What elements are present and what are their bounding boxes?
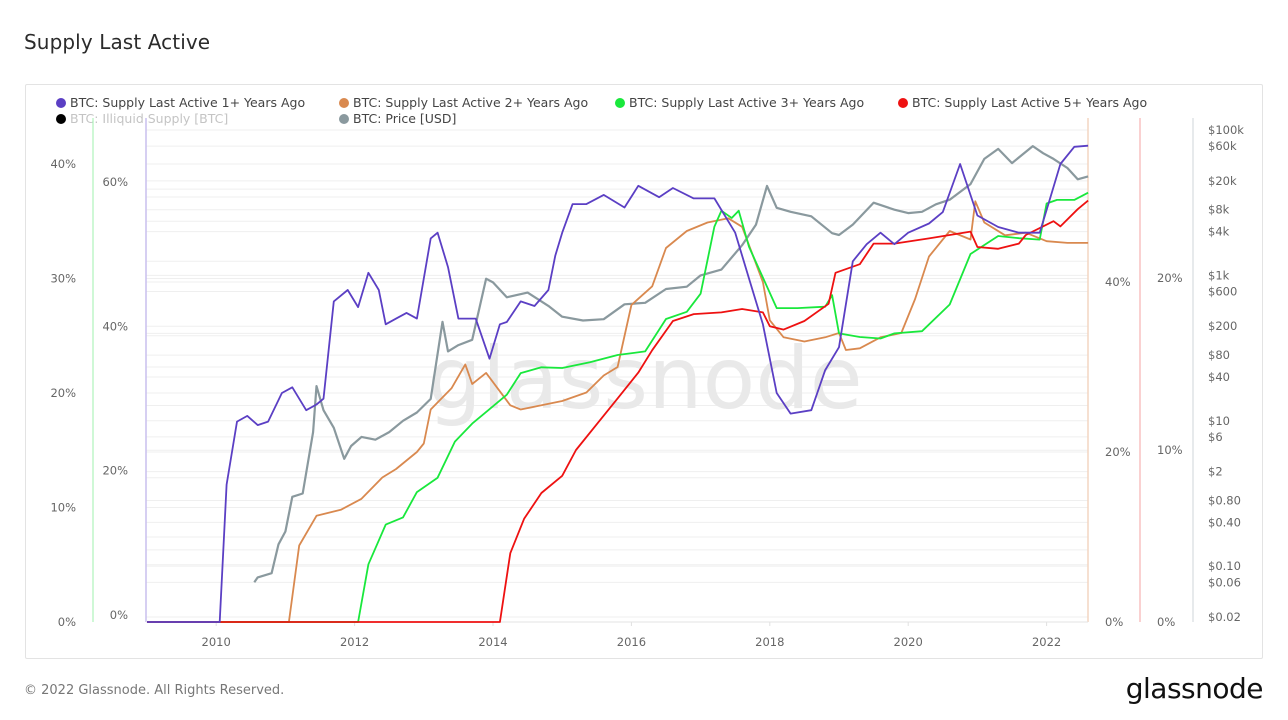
svg-text:$2: $2 (1208, 465, 1223, 479)
glassnode-logo[interactable]: glassnode (1125, 672, 1264, 705)
svg-text:$1k: $1k (1208, 268, 1230, 282)
svg-text:2010: 2010 (202, 635, 231, 649)
legend-dot-icon (339, 97, 349, 108)
legend-label: BTC: Supply Last Active 1+ Years Ago (70, 95, 306, 110)
svg-text:40%: 40% (50, 157, 76, 171)
axis-labels: 0% 10% 20% 30% 40% 0% 20% 40% 60% 0% 20% 40% 0% 10% 20… (50, 123, 1244, 649)
svg-text:$20k: $20k (1208, 174, 1237, 188)
series-lines (147, 144, 1089, 623)
svg-text:0%: 0% (58, 615, 76, 629)
legend-item-5y[interactable]: BTC: Supply Last Active 5+ Years Ago (898, 95, 1147, 110)
svg-text:60%: 60% (102, 175, 128, 189)
svg-text:2014: 2014 (478, 635, 507, 649)
svg-text:40%: 40% (1105, 275, 1131, 289)
svg-text:$80: $80 (1208, 348, 1230, 362)
legend-item-price[interactable]: BTC: Price [USD] (339, 111, 456, 126)
svg-text:2020: 2020 (894, 635, 923, 649)
svg-text:$100k: $100k (1208, 123, 1244, 137)
svg-text:$4k: $4k (1208, 225, 1230, 239)
svg-text:$40: $40 (1208, 370, 1230, 384)
svg-text:$6: $6 (1208, 430, 1223, 444)
legend-label: BTC: Supply Last Active 5+ Years Ago (912, 95, 1148, 110)
svg-text:$60k: $60k (1208, 139, 1237, 153)
svg-text:$0.02: $0.02 (1208, 610, 1241, 624)
legend-item-2y[interactable]: BTC: Supply Last Active 2+ Years Ago (339, 95, 588, 110)
svg-text:0%: 0% (1105, 615, 1123, 629)
svg-text:2012: 2012 (340, 635, 369, 649)
svg-text:10%: 10% (1157, 443, 1183, 457)
legend-dot-icon (898, 97, 908, 108)
legend-dot-icon (56, 113, 66, 124)
chart-title: Supply Last Active (24, 30, 211, 54)
legend-item-illiquid[interactable]: BTC: Illiquid Supply [BTC] (56, 111, 228, 126)
legend-dot-icon (615, 97, 625, 108)
svg-text:0%: 0% (1157, 615, 1175, 629)
legend-label: BTC: Supply Last Active 2+ Years Ago (353, 95, 589, 110)
svg-text:20%: 20% (50, 386, 76, 400)
legend-label: BTC: Illiquid Supply [BTC] (70, 111, 229, 126)
legend-dot-icon (56, 97, 66, 108)
chart-container (25, 84, 1263, 659)
svg-text:$600: $600 (1208, 285, 1237, 299)
svg-text:40%: 40% (102, 319, 128, 333)
svg-text:2018: 2018 (755, 635, 784, 649)
svg-text:10%: 10% (50, 501, 76, 515)
legend-label: BTC: Price [USD] (353, 111, 457, 126)
legend-dot-icon (339, 113, 349, 124)
svg-text:$200: $200 (1208, 319, 1237, 333)
svg-text:$0.10: $0.10 (1208, 559, 1241, 573)
svg-text:0%: 0% (110, 608, 128, 622)
legend-item-1y[interactable]: BTC: Supply Last Active 1+ Years Ago (56, 95, 305, 110)
svg-text:2022: 2022 (1032, 635, 1061, 649)
svg-text:30%: 30% (50, 272, 76, 286)
svg-text:$0.06: $0.06 (1208, 575, 1241, 589)
svg-text:$8k: $8k (1208, 203, 1230, 217)
svg-text:$10: $10 (1208, 414, 1230, 428)
svg-text:20%: 20% (102, 464, 128, 478)
svg-text:20%: 20% (1157, 271, 1183, 285)
svg-text:$0.80: $0.80 (1208, 494, 1241, 508)
legend-label: BTC: Supply Last Active 3+ Years Ago (629, 95, 865, 110)
svg-text:$0.40: $0.40 (1208, 515, 1241, 529)
svg-text:20%: 20% (1105, 445, 1131, 459)
watermark: glassnode (427, 329, 862, 429)
footer-copyright: © 2022 Glassnode. All Rights Reserved. (24, 683, 285, 698)
legend-item-3y[interactable]: BTC: Supply Last Active 3+ Years Ago (615, 95, 864, 110)
svg-text:2016: 2016 (617, 635, 646, 649)
